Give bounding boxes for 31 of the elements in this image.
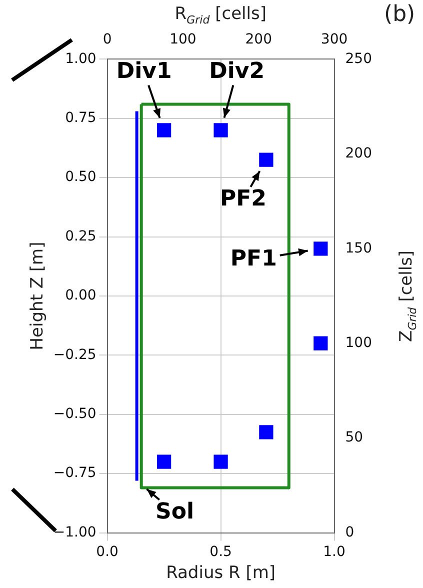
y-tick-label: 0.75	[65, 110, 96, 126]
annotation: Div2	[209, 58, 265, 84]
x2-tick-label: 100	[170, 31, 196, 48]
x-tick-label: 0.0	[96, 544, 118, 560]
annotation: Sol	[156, 499, 194, 524]
y2-tick-label: 200	[345, 146, 372, 162]
y-axis-title: Height Z [m]	[28, 242, 48, 350]
annotation: Div1	[116, 58, 172, 84]
y2-tick-label: 50	[345, 430, 364, 446]
x-tick-label: 1.0	[323, 544, 346, 560]
x2-tick-label: 300	[320, 31, 348, 48]
y-tick-label: 0.00	[65, 288, 96, 304]
y-tick-label: −1.00	[53, 524, 96, 540]
text: (b)	[384, 2, 416, 27]
y-tick-label: 1.00	[65, 50, 96, 67]
x2-axis-title: R$_{Grid}$ [cells]	[174, 4, 266, 26]
y-tick-label: −0.50	[53, 406, 96, 422]
y-tick-label: −0.75	[53, 465, 96, 482]
y-tick-label: 0.50	[65, 169, 96, 186]
annotation: PF2	[220, 186, 266, 212]
y2-tick-label: 250	[345, 50, 372, 67]
y2-tick-label: 0	[345, 524, 354, 540]
y2-tick-label: 100	[345, 335, 372, 351]
x2-tick-label: 0	[102, 31, 112, 48]
x-tick-label: 0.5	[210, 544, 232, 560]
x-axis-title: Radius R [m]	[166, 563, 276, 584]
y-tick-label: 0.25	[65, 228, 96, 244]
annotation: PF1	[230, 246, 277, 272]
y2-tick-label: 150	[345, 240, 372, 256]
y-tick-label: −0.25	[53, 346, 96, 363]
x2-tick-label: 200	[245, 31, 272, 48]
